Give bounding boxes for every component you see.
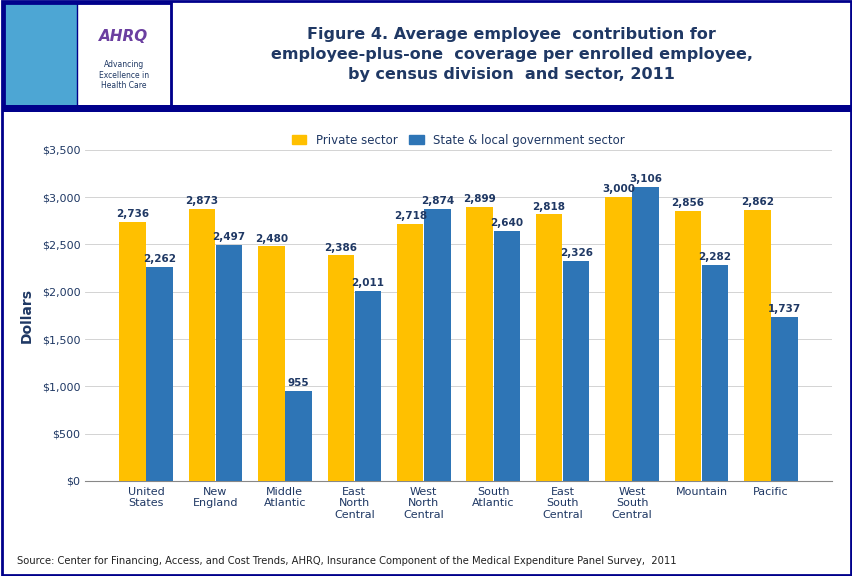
Text: 2,818: 2,818 xyxy=(532,202,565,211)
Text: 2,856: 2,856 xyxy=(671,198,704,208)
Text: Source: Center for Financing, Access, and Cost Trends, AHRQ, Insurance Component: Source: Center for Financing, Access, an… xyxy=(17,556,676,566)
Text: 955: 955 xyxy=(287,378,309,388)
Text: AHRQ: AHRQ xyxy=(99,29,148,44)
Bar xyxy=(493,231,520,481)
Text: 2,262: 2,262 xyxy=(143,254,176,264)
Bar xyxy=(258,247,285,481)
Bar xyxy=(605,197,631,481)
Bar xyxy=(631,187,658,481)
Bar xyxy=(466,207,492,481)
Bar xyxy=(423,209,450,481)
Text: 2,282: 2,282 xyxy=(698,252,731,263)
Bar xyxy=(562,261,589,481)
Text: 2,011: 2,011 xyxy=(351,278,384,288)
Text: 2,497: 2,497 xyxy=(212,232,245,242)
Text: Figure 4. Average employee  contribution for
employee-plus-one  coverage per enr: Figure 4. Average employee contribution … xyxy=(270,28,752,82)
Bar xyxy=(147,267,172,481)
Bar xyxy=(744,210,769,481)
Bar xyxy=(216,245,242,481)
Bar xyxy=(701,265,728,481)
Text: 2,326: 2,326 xyxy=(559,248,592,258)
Text: Advancing
Excellence in
Health Care: Advancing Excellence in Health Care xyxy=(99,60,148,90)
Bar xyxy=(535,214,561,481)
Bar xyxy=(188,209,215,481)
Text: 3,106: 3,106 xyxy=(629,175,661,184)
Bar xyxy=(119,222,146,481)
Bar xyxy=(674,211,700,481)
Y-axis label: Dollars: Dollars xyxy=(20,288,33,343)
Legend: Private sector, State & local government sector: Private sector, State & local government… xyxy=(287,129,629,151)
Text: 2,640: 2,640 xyxy=(490,218,523,229)
Text: 2,736: 2,736 xyxy=(116,210,149,219)
Text: 2,718: 2,718 xyxy=(393,211,426,221)
Text: 3,000: 3,000 xyxy=(602,184,635,195)
Bar xyxy=(396,223,423,481)
Text: 2,873: 2,873 xyxy=(185,196,218,206)
Text: 1,737: 1,737 xyxy=(767,304,800,314)
Bar xyxy=(327,255,354,481)
Text: 2,386: 2,386 xyxy=(324,242,357,252)
Text: 2,874: 2,874 xyxy=(420,196,453,206)
Text: 2,899: 2,899 xyxy=(463,194,496,204)
Bar xyxy=(770,317,797,481)
Bar xyxy=(354,291,381,481)
Text: 2,862: 2,862 xyxy=(740,198,773,207)
Bar xyxy=(285,391,311,481)
Text: 2,480: 2,480 xyxy=(255,234,287,244)
